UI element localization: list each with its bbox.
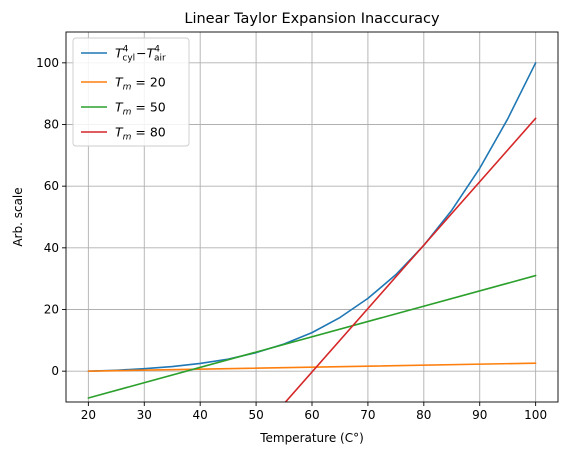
x-tick-label: 20 xyxy=(81,408,96,422)
x-tick-label: 100 xyxy=(524,408,547,422)
legend-label: Tm = 80 xyxy=(115,125,166,143)
legend-box xyxy=(72,37,190,147)
x-tick-label: 40 xyxy=(193,408,208,422)
x-tick-label: 90 xyxy=(472,408,487,422)
x-tick-label: 60 xyxy=(304,408,319,422)
y-tick-label: 0 xyxy=(51,364,59,378)
y-tick-label: 80 xyxy=(44,118,59,132)
x-axis-title: Temperature (C°) xyxy=(259,431,364,445)
y-axis-ticks: 0 20 40 60 80 100 xyxy=(36,56,66,378)
series-line-3 xyxy=(284,117,537,402)
series-line-1 xyxy=(87,362,537,372)
y-axis-title: Arb. scale xyxy=(11,187,25,246)
chart-title: Linear Taylor Expansion Inaccuracy xyxy=(184,11,440,27)
legend: T4 cyl−T4 air Tm = 20 Tm = 50 Tm = 80 xyxy=(72,37,190,147)
plot-lines xyxy=(87,62,537,402)
y-tick-label: 60 xyxy=(44,179,59,193)
x-tick-label: 50 xyxy=(248,408,263,422)
legend-label: Tm = 50 xyxy=(115,100,166,118)
x-tick-label: 80 xyxy=(416,408,431,422)
legend-label: T4 cyl−T4 air xyxy=(115,45,166,64)
y-tick-label: 100 xyxy=(36,56,59,70)
series-line-0 xyxy=(87,62,537,372)
legend-label: Tm = 20 xyxy=(115,75,166,93)
y-tick-label: 20 xyxy=(44,303,59,317)
x-tick-label: 30 xyxy=(137,408,152,422)
x-tick-label: 70 xyxy=(360,408,375,422)
y-tick-label: 40 xyxy=(44,241,59,255)
x-axis-ticks: 20 30 40 50 60 70 80 90 100 xyxy=(81,402,547,422)
series-line-2 xyxy=(87,274,537,399)
